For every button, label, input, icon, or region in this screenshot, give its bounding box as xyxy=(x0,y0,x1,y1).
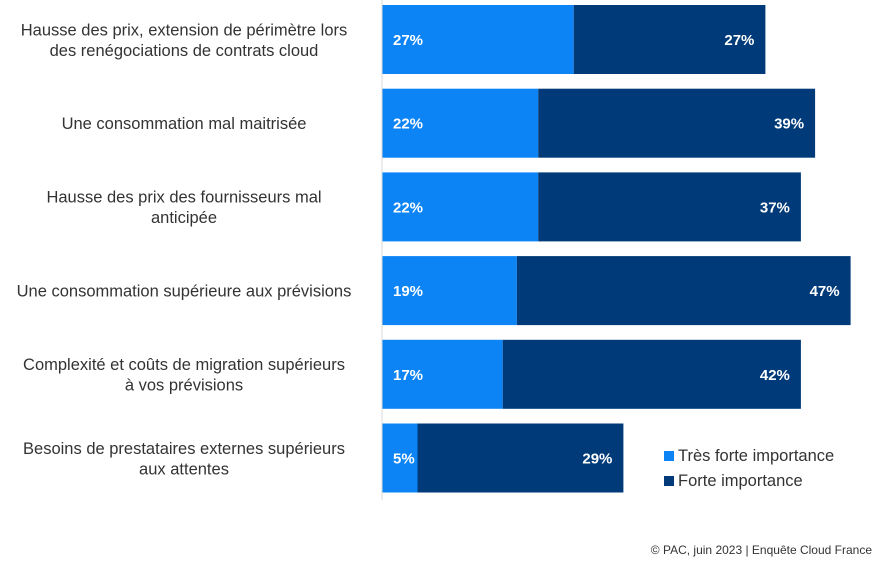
legend-label-0: Très forte importance xyxy=(678,447,834,465)
category-label-2: Hausse des prix des fournisseurs mal anti… xyxy=(46,189,321,228)
value-labels: 27% 27% 22% 39% 22% 37% 19% 47% 17% 42% 5% 29% xyxy=(393,32,840,468)
value-label-tres-forte-4: 17% xyxy=(393,367,423,384)
bar-tres-forte-2 xyxy=(382,172,539,242)
legend-label-1: Forte importance xyxy=(678,472,803,490)
category-label-0: Hausse des prix, extension de périmètre … xyxy=(21,21,348,60)
bars-group xyxy=(382,5,851,493)
category-label-1: Une consommation mal maitrisée xyxy=(62,115,307,133)
bar-tres-forte-4 xyxy=(382,339,503,409)
bar-tres-forte-3 xyxy=(382,256,517,326)
bar-forte-0 xyxy=(573,5,766,74)
value-label-forte-5: 29% xyxy=(582,451,612,468)
legend-swatch-0 xyxy=(664,451,674,461)
category-labels: Hausse des prix, extension de périmètre … xyxy=(17,21,352,478)
bar-tres-forte-0 xyxy=(382,5,574,74)
category-label-5: Besoins de prestataires externes supérie… xyxy=(23,440,345,479)
value-label-forte-1: 39% xyxy=(774,116,804,133)
bar-forte-1 xyxy=(538,88,816,158)
value-label-forte-4: 42% xyxy=(760,367,790,384)
value-label-tres-forte-5: 5% xyxy=(393,451,415,468)
bar-forte-4 xyxy=(502,339,801,409)
category-label-4: Complexité et coûts de migration supérie… xyxy=(23,356,345,395)
source-note: © PAC, juin 2023 | Enquête Cloud France xyxy=(650,543,872,557)
value-label-tres-forte-2: 22% xyxy=(393,199,423,216)
value-label-forte-3: 47% xyxy=(810,283,840,300)
legend: Très forte importance Forte importance xyxy=(664,447,834,490)
legend-swatch-1 xyxy=(664,476,674,486)
value-label-forte-2: 37% xyxy=(760,199,790,216)
bar-forte-2 xyxy=(538,172,801,242)
value-label-tres-forte-0: 27% xyxy=(393,32,423,49)
value-label-tres-forte-3: 19% xyxy=(393,283,423,300)
bar-tres-forte-1 xyxy=(382,88,539,158)
bar-tres-forte-5 xyxy=(382,423,418,493)
bar-forte-5 xyxy=(417,423,624,493)
category-label-3: Une consommation supérieure aux prévisio… xyxy=(17,283,352,301)
value-label-forte-0: 27% xyxy=(724,32,754,49)
value-label-tres-forte-1: 22% xyxy=(393,116,423,133)
bar-forte-3 xyxy=(516,256,851,326)
